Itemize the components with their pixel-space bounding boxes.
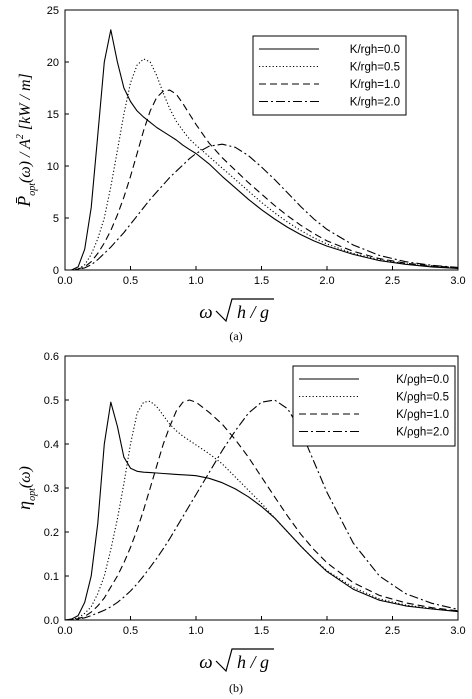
legend-label-2: K/ρgh=1.0 (396, 409, 449, 421)
y-tick-label: 0.2 (44, 527, 59, 539)
y-tick-label: 0.0 (44, 615, 59, 627)
chart-panel-1: 0.0 0.5 1.0 1.5 2.0 2.5 3.0 0.0 0.1 0.2 0.3 0.4 0.5 0… (14, 351, 466, 695)
series-line-1 (65, 58, 459, 271)
y-tick-label: 0.3 (44, 483, 59, 495)
y-tick-label: 10 (47, 161, 59, 173)
legend: K/rgh=0.0 K/rgh=0.5 K/rgh=1.0 K/rgh=2.0 (252, 35, 407, 116)
legend-label-1: K/ρgh=0.5 (396, 392, 449, 404)
x-tick-label: 2.0 (319, 275, 334, 287)
y-tick-label: 15 (47, 109, 59, 121)
x-axis-label-radicand: h / g (237, 652, 269, 672)
x-tick-label: 0.0 (57, 625, 72, 637)
y-axis-label: ηopt(ω) (14, 466, 38, 510)
y-axis-label: P̄opt(ω) / A2 [kW / m] (14, 73, 38, 208)
y-axis-label-part: P̄ (14, 196, 34, 208)
x-tick-label: 1.5 (254, 275, 269, 287)
sqrt-icon (215, 648, 274, 673)
series-line-1 (64, 400, 459, 621)
legend-label-1: K/rgh=0.5 (350, 62, 400, 74)
x-tick-label: 0.0 (57, 275, 72, 287)
series-line-3 (65, 143, 459, 271)
legend-label-0: K/rgh=0.0 (350, 44, 400, 56)
legend-label-2: K/rgh=1.0 (350, 79, 400, 91)
x-tick-label: 2.5 (385, 625, 400, 637)
legend-label-0: K/ρgh=0.0 (396, 374, 449, 386)
x-axis-label-radicand: h / g (237, 302, 269, 322)
x-tick-label: 3.0 (450, 625, 465, 637)
y-axis-label-part: (ω) / A (17, 139, 34, 183)
y-tick-label: 0.4 (44, 439, 59, 451)
x-tick-label: 1.0 (188, 625, 203, 637)
legend: K/ρgh=0.0 K/ρgh=0.5 K/ρgh=1.0 K/ρgh=2.0 (292, 365, 456, 447)
y-tick-label: 5 (53, 213, 59, 225)
y-tick-label: 20 (47, 57, 59, 69)
series-line-3 (65, 399, 459, 621)
x-tick-label: 3.0 (450, 275, 465, 287)
y-axis-label-part: opt (27, 183, 38, 196)
y-tick-label: 0 (53, 265, 59, 277)
y-axis-label-part: [kW / m] (17, 73, 34, 134)
series-line-2 (64, 399, 459, 621)
y-tick-label: 0.1 (44, 571, 59, 583)
x-tick-label: 2.5 (385, 275, 400, 287)
x-axis-label: ω h / g (199, 298, 274, 323)
series-line-2 (65, 89, 459, 271)
legend-label-3: K/rgh=2.0 (350, 97, 400, 109)
y-tick-label: 0.6 (44, 351, 59, 363)
x-axis-label-symbol: ω (199, 302, 212, 323)
series-line-0 (64, 401, 459, 621)
series-line-0 (65, 29, 459, 271)
legend-label-3: K/ρgh=2.0 (396, 427, 449, 439)
sqrt-icon (215, 298, 274, 323)
x-axis-label-symbol: ω (199, 652, 212, 673)
x-tick-label: 0.5 (123, 625, 138, 637)
chart-caption: (a) (229, 329, 242, 343)
chart-caption: (b) (229, 681, 243, 695)
x-tick-label: 0.5 (123, 275, 138, 287)
chart-panel-0: 0.0 0.5 1.0 1.5 2.0 2.5 3.0 0 5 10 15 20 25 K/rgh=0.0… (14, 5, 466, 343)
y-axis-label-part: (ω) (17, 466, 34, 488)
y-tick-label: 25 (47, 5, 59, 17)
y-axis-label-part: opt (27, 488, 38, 501)
x-tick-label: 1.5 (254, 625, 269, 637)
y-tick-label: 0.5 (44, 395, 59, 407)
y-axis-label-part: η (14, 501, 34, 510)
x-axis-label: ω h / g (199, 648, 274, 673)
x-tick-label: 1.0 (188, 275, 203, 287)
y-axis-label-part: 2 (15, 134, 26, 139)
x-tick-label: 2.0 (319, 625, 334, 637)
